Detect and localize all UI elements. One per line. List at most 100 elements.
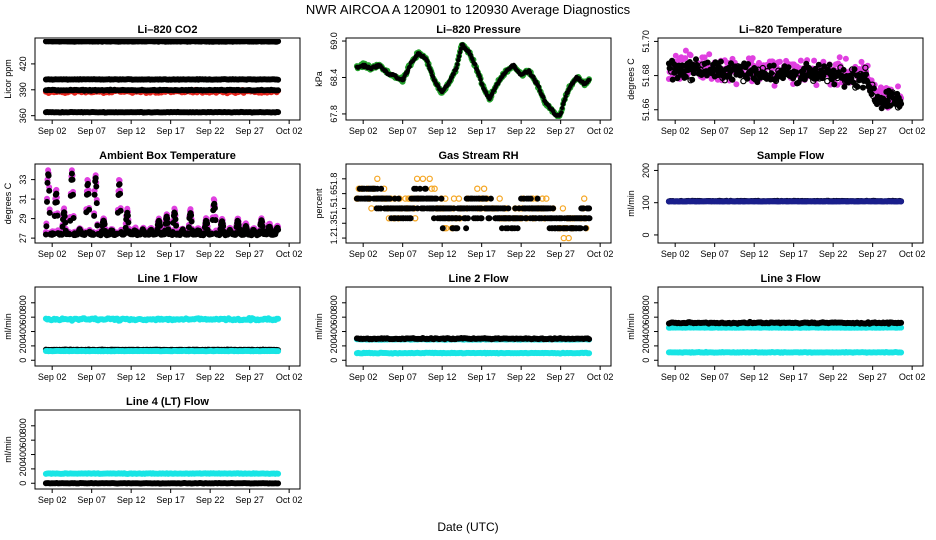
panel-title: Sample Flow bbox=[757, 150, 825, 162]
data-series bbox=[353, 41, 593, 119]
data-point bbox=[582, 225, 589, 232]
data-point bbox=[682, 47, 689, 54]
panel-title: Li–820 CO2 bbox=[138, 24, 198, 36]
x-tick-label: Sep 12 bbox=[117, 126, 146, 136]
data-series bbox=[42, 347, 282, 355]
x-tick-label: Sep 07 bbox=[388, 126, 417, 136]
y-tick-label: 800 bbox=[329, 295, 339, 310]
data-point bbox=[811, 57, 818, 64]
data-point bbox=[61, 213, 68, 220]
y-tick-label: 1.8 bbox=[329, 173, 339, 186]
x-tick-label: Oct 02 bbox=[587, 126, 614, 136]
y-tick-label: 27 bbox=[18, 233, 28, 243]
data-point bbox=[124, 212, 131, 219]
figure-title: NWR AIRCOA A 120901 to 120930 Average Di… bbox=[306, 2, 631, 17]
data-point bbox=[44, 198, 51, 205]
x-tick-label: Sep 17 bbox=[156, 372, 185, 382]
data-point bbox=[275, 315, 282, 322]
data-point bbox=[173, 222, 180, 229]
data-point bbox=[93, 200, 100, 207]
y-tick-label: 390 bbox=[18, 82, 28, 97]
data-point bbox=[858, 58, 865, 65]
data-point bbox=[188, 212, 195, 219]
x-tick-label: Oct 02 bbox=[899, 372, 926, 382]
data-point bbox=[236, 225, 243, 232]
data-point bbox=[842, 55, 849, 62]
data-point bbox=[220, 223, 227, 230]
data-point bbox=[407, 64, 412, 69]
data-point bbox=[895, 83, 902, 90]
data-point bbox=[701, 54, 708, 61]
x-tick-label: Sep 07 bbox=[77, 126, 106, 136]
plot-area bbox=[42, 167, 282, 239]
x-tick-label: Sep 02 bbox=[38, 126, 67, 136]
data-point bbox=[473, 61, 478, 67]
plot-frame bbox=[34, 163, 301, 244]
plot-area bbox=[665, 47, 905, 112]
x-tick-label: Sep 12 bbox=[117, 372, 146, 382]
data-point bbox=[456, 54, 462, 59]
x-tick-label: Sep 07 bbox=[388, 372, 417, 382]
x-tick-label: Sep 27 bbox=[546, 372, 575, 382]
x-tick-label: Oct 02 bbox=[276, 126, 303, 136]
data-point bbox=[455, 195, 463, 202]
data-series bbox=[353, 349, 593, 357]
data-point bbox=[92, 175, 99, 182]
data-point bbox=[586, 350, 593, 357]
x-tick-label: Sep 27 bbox=[546, 249, 575, 259]
data-series bbox=[42, 86, 282, 94]
data-point bbox=[164, 219, 171, 226]
data-point bbox=[419, 175, 427, 182]
data-point bbox=[478, 215, 485, 222]
data-point bbox=[496, 195, 503, 202]
data-point bbox=[559, 110, 564, 115]
data-point bbox=[62, 219, 69, 226]
data-point bbox=[776, 58, 783, 65]
plot-frame bbox=[345, 37, 612, 121]
data-point bbox=[91, 212, 98, 219]
data-point bbox=[560, 105, 565, 111]
data-point bbox=[69, 176, 76, 183]
data-point bbox=[744, 75, 751, 82]
chart-panel: Gas Stream RHpercent1.21.351.51.651.8Sep… bbox=[314, 150, 613, 259]
x-tick-label: Sep 07 bbox=[700, 372, 729, 382]
y-axis-label: kPa bbox=[314, 71, 324, 87]
data-point bbox=[749, 55, 756, 62]
data-point bbox=[416, 185, 423, 192]
data-point bbox=[431, 185, 438, 192]
data-point bbox=[754, 79, 761, 86]
y-axis-label: ml/min bbox=[314, 313, 324, 340]
x-tick-label: Sep 12 bbox=[428, 126, 457, 136]
data-point bbox=[801, 65, 808, 72]
panel-title: Ambient Box Temperature bbox=[99, 150, 236, 162]
x-tick-label: Sep 27 bbox=[235, 126, 264, 136]
x-tick-label: Sep 17 bbox=[779, 249, 808, 259]
x-tick-label: Sep 12 bbox=[740, 372, 769, 382]
x-tick-label: Sep 12 bbox=[740, 126, 769, 136]
data-point bbox=[687, 52, 694, 59]
x-tick-label: Oct 02 bbox=[587, 372, 614, 382]
data-point bbox=[85, 180, 92, 187]
y-tick-label: 600 bbox=[18, 310, 28, 325]
data-point bbox=[851, 66, 858, 73]
data-point bbox=[433, 195, 440, 202]
data-point bbox=[797, 57, 804, 64]
plot-frame bbox=[34, 37, 301, 121]
data-point bbox=[682, 73, 689, 80]
data-point bbox=[841, 83, 848, 90]
data-point bbox=[85, 190, 92, 197]
data-point bbox=[386, 195, 393, 202]
data-point bbox=[514, 225, 521, 232]
data-point bbox=[577, 225, 584, 232]
data-point bbox=[527, 195, 534, 202]
panel-title: Li–820 Pressure bbox=[436, 24, 520, 36]
x-tick-label: Sep 27 bbox=[858, 249, 887, 259]
y-tick-label: 0 bbox=[641, 232, 651, 237]
data-point bbox=[275, 76, 282, 83]
plot-area bbox=[353, 334, 593, 357]
x-tick-label: Sep 22 bbox=[507, 126, 536, 136]
y-tick-label: 51.66 bbox=[641, 98, 651, 121]
x-tick-label: Sep 22 bbox=[507, 372, 536, 382]
